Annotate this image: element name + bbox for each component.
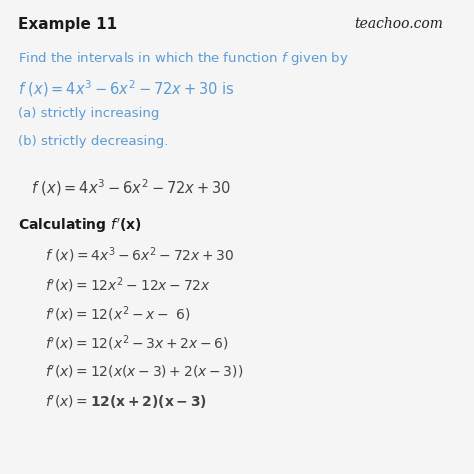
Text: $f\ (x) = 4x^3 - 6x^2 - 72x + 30$: $f\ (x) = 4x^3 - 6x^2 - 72x + 30$ bbox=[31, 178, 231, 199]
Text: $f'(x) = 12(x(x - 3) + 2(x - 3))$: $f'(x) = 12(x(x - 3) + 2(x - 3))$ bbox=[45, 364, 243, 380]
Text: $f'(x) = 12(x^2 - x -\ 6)$: $f'(x) = 12(x^2 - x -\ 6)$ bbox=[45, 304, 190, 324]
Text: (a) strictly increasing: (a) strictly increasing bbox=[18, 107, 159, 119]
Text: Calculating $\boldsymbol{f'}\mathbf{(x)}$: Calculating $\boldsymbol{f'}\mathbf{(x)}… bbox=[18, 217, 142, 235]
Text: $f'(x) = 12(x^2 - 3x + 2x - 6)$: $f'(x) = 12(x^2 - 3x + 2x - 6)$ bbox=[45, 334, 228, 353]
Text: (b) strictly decreasing.: (b) strictly decreasing. bbox=[18, 135, 168, 148]
Text: teachoo.com: teachoo.com bbox=[355, 17, 444, 31]
Text: Find the intervals in which the function $f$ given by: Find the intervals in which the function… bbox=[18, 50, 349, 67]
Text: $f'(x) = \mathbf{12(x + 2)(x - 3)}$: $f'(x) = \mathbf{12(x + 2)(x - 3)}$ bbox=[45, 393, 207, 410]
Text: $f\ (x) = 4x^3 - 6x^2 - 72x + 30$: $f\ (x) = 4x^3 - 6x^2 - 72x + 30$ bbox=[45, 245, 235, 264]
Text: Example 11: Example 11 bbox=[18, 17, 117, 32]
Text: $f\ (x) = 4x^3 - 6x^2 - 72x + 30$ is: $f\ (x) = 4x^3 - 6x^2 - 72x + 30$ is bbox=[18, 78, 235, 99]
Text: $f'(x) = 12x^2 - 12x - 72x$: $f'(x) = 12x^2 - 12x - 72x$ bbox=[45, 275, 211, 294]
